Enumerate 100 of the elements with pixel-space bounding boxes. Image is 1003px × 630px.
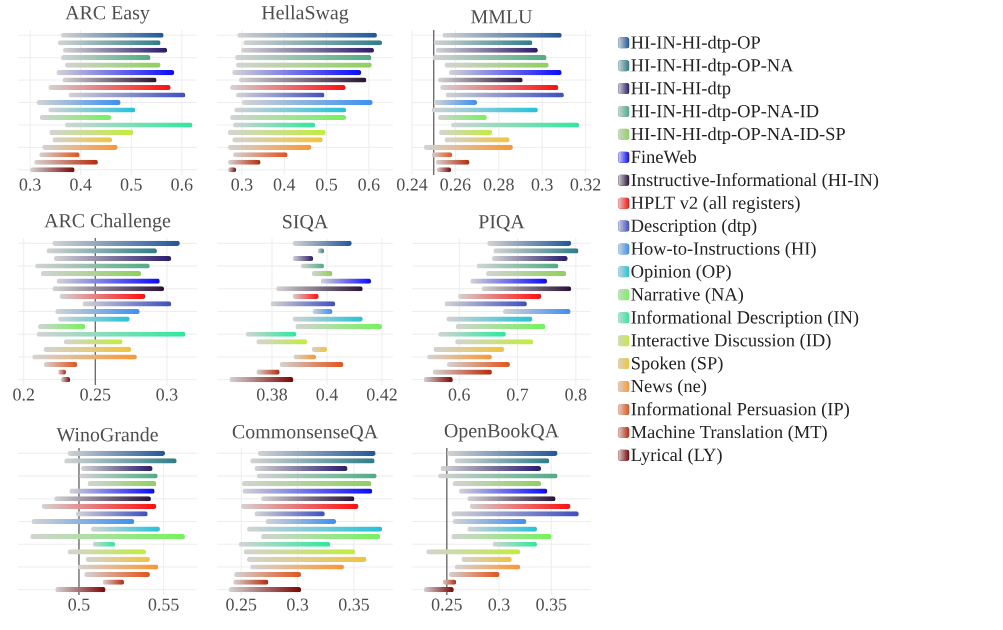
- x-tick-label: 0.6: [448, 388, 470, 401]
- bar: [433, 346, 505, 352]
- legend-label: Opinion (OP): [631, 264, 731, 282]
- x-tick-label: 0.42: [366, 388, 397, 401]
- bar: [452, 481, 542, 487]
- x-tick-label: 0.25: [431, 598, 462, 611]
- bar: [84, 571, 150, 578]
- bar: [230, 114, 347, 120]
- bar: [448, 571, 500, 578]
- bar: [423, 144, 513, 150]
- legend-label: HI-IN-HI-dtp-OP-NA-ID: [631, 104, 819, 122]
- legend-label: FineWeb: [631, 150, 697, 164]
- x-tick-label: 0.3: [19, 178, 41, 191]
- x-tick-label: 0.4: [70, 178, 92, 191]
- bar: [257, 450, 376, 456]
- bar: [292, 240, 352, 246]
- x-tick-label: 0.6: [171, 178, 193, 191]
- legend-label: HI-IN-HI-dtp-OP-NA-ID-SP: [631, 127, 845, 144]
- bar: [229, 377, 294, 383]
- bar: [39, 114, 112, 120]
- x-tick-label: 0.4: [273, 178, 296, 191]
- bar: [254, 465, 348, 472]
- chart-title: MMLU: [471, 10, 533, 24]
- x-tick-label: 0.38: [257, 388, 288, 401]
- bar: [433, 99, 478, 106]
- legend-label: Interactive Discussion (ID): [631, 333, 831, 351]
- x-tick-label: 0.7: [507, 388, 529, 401]
- bar: [446, 361, 510, 368]
- chart-title: CommonsenseQA: [232, 425, 378, 442]
- bar: [458, 293, 542, 299]
- bar: [295, 324, 382, 330]
- bar: [452, 518, 527, 525]
- x-tick-label: 0.3: [488, 598, 510, 611]
- legend-label: HI-IN-HI-dtp: [631, 81, 731, 99]
- chart-title: WinoGrande: [56, 427, 158, 442]
- chart-title: OpenBookQA: [444, 423, 559, 442]
- bar: [235, 55, 372, 61]
- bar: [440, 465, 542, 472]
- x-tick-label: 0.35: [536, 598, 567, 611]
- bar: [230, 85, 346, 91]
- legend-label: Instructive-Informational (HI-IN): [631, 172, 879, 190]
- x-tick-label: 0.24: [397, 178, 428, 191]
- bar: [55, 308, 140, 315]
- bar: [451, 534, 552, 540]
- bar: [261, 534, 381, 540]
- bar: [241, 99, 373, 106]
- bar: [53, 255, 172, 262]
- bar: [36, 99, 121, 106]
- bar: [246, 556, 367, 562]
- chart-title: HellaSwag: [261, 5, 349, 24]
- bar: [242, 481, 372, 487]
- bar: [439, 129, 493, 135]
- x-tick-label: 0.3: [231, 178, 253, 191]
- chart-title: SIQA: [283, 215, 329, 232]
- bar: [48, 85, 171, 91]
- bar: [41, 503, 157, 509]
- bar: [461, 556, 512, 562]
- bar: [432, 55, 547, 61]
- chart-title: ARC Easy: [65, 6, 150, 24]
- legend-label: Description (dtp): [631, 218, 757, 236]
- legend-label: How-to-Instructions (HI): [631, 241, 816, 259]
- bar: [455, 324, 546, 330]
- bar: [241, 503, 359, 509]
- bar: [38, 324, 86, 330]
- bar: [486, 271, 567, 277]
- bar: [30, 534, 185, 540]
- bar: [265, 518, 337, 525]
- x-tick-label: 0.3: [531, 178, 553, 191]
- bar: [85, 556, 150, 562]
- legend-label: Informational Description (IN): [631, 310, 859, 328]
- bar: [234, 571, 302, 578]
- bar: [60, 55, 151, 61]
- x-tick-label: 0.5: [120, 178, 142, 191]
- bar: [31, 518, 135, 525]
- bar: [228, 587, 302, 593]
- chart-title: ARC Challenge: [44, 213, 171, 232]
- legend-label: Machine Translation (MT): [631, 425, 827, 442]
- x-tick-label: 0.3: [156, 388, 178, 401]
- bar: [469, 503, 571, 509]
- bar: [40, 271, 142, 277]
- x-tick-label: 0.25: [226, 598, 257, 611]
- bar: [49, 129, 134, 135]
- x-tick-label: 0.55: [148, 598, 179, 611]
- x-tick-label: 0.4: [316, 388, 338, 401]
- bar: [52, 240, 180, 246]
- bar: [81, 465, 153, 472]
- bar: [228, 129, 326, 135]
- bar: [502, 308, 571, 315]
- x-tick-label: 0.26: [440, 178, 471, 191]
- legend-label: Lyrical (LY): [631, 448, 722, 465]
- legend-label: News (ne): [631, 379, 707, 397]
- bar: [423, 587, 454, 593]
- legend-label: Informational Persuasion (IP): [631, 402, 849, 420]
- x-tick-label: 0.5: [316, 178, 338, 191]
- bar: [42, 144, 118, 150]
- x-tick-label: 0.28: [483, 178, 514, 191]
- bar: [67, 450, 165, 456]
- bar: [228, 144, 312, 150]
- legend-label: Narrative (NA): [631, 287, 743, 305]
- bar: [438, 114, 487, 120]
